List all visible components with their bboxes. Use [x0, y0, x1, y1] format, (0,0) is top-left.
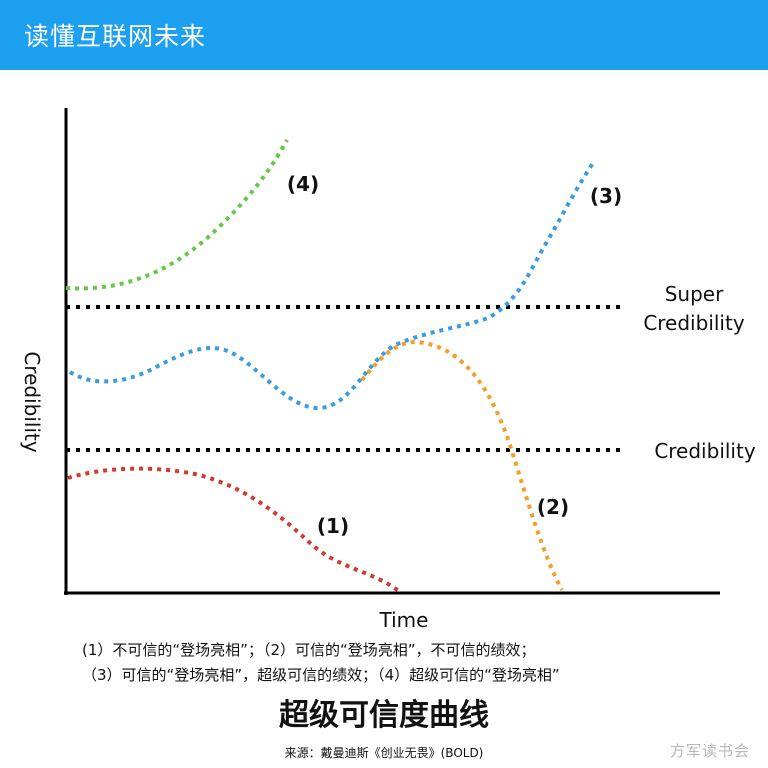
y-axis-label: Credibility [20, 351, 44, 453]
curve-1 [67, 466, 402, 594]
watermark: 方军读书会 [669, 742, 750, 760]
credibility-label: Credibility [654, 439, 756, 463]
caption-line-2: （3）可信的“登场亮相”，超级可信的绩效；（4）超级可信的“登场亮相” [82, 666, 560, 684]
banner-title: 读懂互联网未来 [24, 22, 207, 51]
x-axis-label: Time [379, 608, 429, 632]
curve-3-label: (3) [590, 184, 622, 208]
curve-1-label: (1) [317, 514, 349, 538]
caption-line-1: (1）不可信的“登场亮相”；（2）可信的“登场亮相”，不可信的绩效； [82, 641, 536, 659]
figure-title: 超级可信度曲线 [279, 698, 489, 733]
curve-4-label: (4) [287, 172, 319, 196]
curve-3 [68, 161, 595, 411]
header-banner: 读懂互联网未来 [0, 0, 768, 70]
super-credibility-label-line2: Credibility [643, 311, 745, 335]
curve-4 [65, 139, 289, 291]
curve-2 [360, 339, 564, 591]
source-note: 来源：戴曼迪斯《创业无畏》(BOLD) [284, 746, 484, 760]
curve-2-label: (2) [537, 495, 569, 519]
super-credibility-label-line1: Super [665, 282, 724, 306]
